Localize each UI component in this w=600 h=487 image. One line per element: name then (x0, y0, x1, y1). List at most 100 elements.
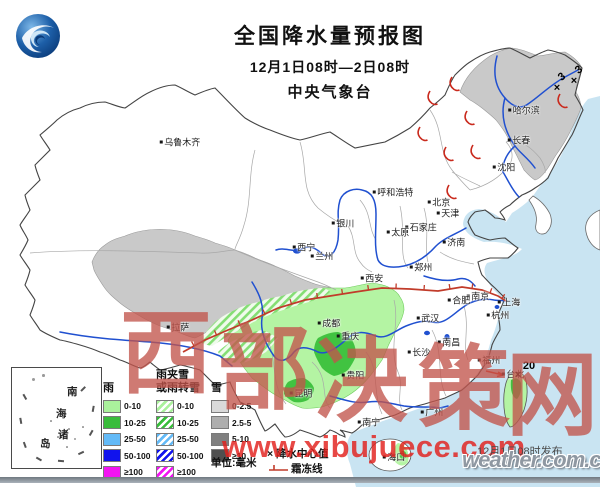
inset-title-char: 岛 (40, 438, 51, 450)
nine-dash-line-segment (88, 429, 94, 436)
legend-row: 2.5-5 (211, 416, 251, 429)
legend-title: 或雨转雪 (156, 382, 200, 395)
legend-swatch (211, 449, 229, 462)
legend-row: 5-10 (211, 432, 251, 446)
nine-dash-line-segment (23, 441, 27, 448)
city-label: 郑州 (409, 261, 432, 274)
island-dot (74, 438, 76, 440)
city-dot-icon (310, 254, 314, 258)
legend-title: 雨夹雪 (156, 368, 189, 381)
legend-range-label: 2.5-5 (232, 417, 252, 428)
city-dot-icon (407, 350, 411, 354)
gust-icon (449, 76, 460, 92)
watermark-url: www.xibujuece.com (222, 429, 526, 464)
agency-name: 中央气象台 (287, 84, 373, 101)
city-label: 呼和浩特 (372, 186, 413, 199)
legend-row: ≥10 (211, 449, 251, 462)
city-dot-icon (292, 245, 296, 249)
city-dot-icon (420, 410, 424, 414)
city-label: 贵阳 (341, 369, 364, 382)
legend-range-label: 25-50 (124, 434, 146, 444)
city-label: 杭州 (486, 309, 509, 322)
city-label: 北京 (427, 196, 450, 209)
city-label: 合肥 (447, 294, 470, 307)
nine-dash-line-segment (57, 459, 65, 462)
city-label: 武汉 (416, 312, 439, 325)
island-dot (57, 436, 59, 438)
legend-range-label: 0-10 (177, 401, 195, 411)
city-label: 沈阳 (492, 161, 515, 174)
gust-icon (464, 110, 475, 126)
city-dot-icon (437, 340, 441, 344)
city-dot-icon (442, 240, 446, 244)
city-dot-icon (501, 372, 505, 376)
city-dot-icon (372, 190, 376, 194)
city-label: 乌鲁木齐 (159, 136, 200, 149)
rain-area-mid2 (284, 378, 314, 403)
island-dot (32, 378, 35, 381)
legend-range-label: 25-50 (177, 434, 199, 444)
legend-swatch (103, 432, 121, 446)
city-label: 成都 (317, 317, 340, 330)
city-label: 昆明 (289, 387, 312, 400)
gust-icon (446, 184, 457, 200)
city-label: 福州 (477, 354, 500, 367)
province-boundaries (29, 109, 546, 415)
city-label: 西宁 (292, 241, 315, 254)
legend-row: 0-10 (103, 399, 150, 413)
city-label: 拉萨 (166, 321, 189, 334)
china-weather-logo-icon (16, 14, 60, 58)
legend-swatch (156, 399, 174, 413)
precip-center-x-icon: × (553, 82, 561, 94)
city-dot-icon (159, 140, 163, 144)
legend-swatch (103, 416, 121, 429)
legend-range-label: 10-25 (177, 417, 199, 428)
rivers (59, 55, 579, 409)
legend-row: 25-50 (103, 432, 150, 446)
legend-range-label: 50-100 (177, 450, 204, 461)
city-dot-icon (357, 420, 361, 424)
legend-precip-center: × 降水中心值 (267, 448, 329, 460)
japan-island-edge (585, 209, 600, 251)
page-title: 全国降水量预报图 (234, 25, 426, 48)
island-dot (62, 416, 64, 418)
island-dot (50, 420, 52, 422)
korea-peninsula (528, 195, 552, 235)
rain-area-mid1 (314, 332, 356, 376)
legend-swatch (211, 399, 229, 413)
legend-swatch (156, 449, 174, 462)
city-label: 石家庄 (405, 221, 437, 234)
city-label: 长沙 (407, 346, 430, 359)
city-dot-icon (477, 358, 481, 362)
south-china-sea-inset: 南海诸岛 (11, 367, 102, 469)
city-dot-icon (497, 300, 501, 304)
gust-icon (443, 146, 454, 162)
legend-row: 10-25 (103, 416, 150, 429)
legend-range-label: ≥100 (124, 467, 143, 477)
legend-swatch (103, 449, 121, 462)
city-label: 兰州 (310, 250, 333, 263)
city-label: 济南 (442, 236, 465, 249)
china-border (19, 47, 584, 438)
city-label: 哈尔滨 (508, 104, 540, 117)
city-label: 长春 (507, 134, 530, 147)
city-label: 广州 (420, 406, 443, 419)
city-label: 南宁 (357, 416, 380, 429)
inset-title-char: 诸 (58, 429, 69, 441)
city-dot-icon (409, 265, 413, 269)
legend-swatch (211, 416, 229, 429)
sleet-area-south (218, 330, 278, 363)
city-label: 南京 (466, 290, 489, 303)
legend-column-rain: 雨 0-10 10-25 25-50 50-100 ≥100 (103, 368, 150, 479)
precip-center-value: 20 (522, 360, 536, 372)
precip-center-x-icon: × (570, 75, 578, 87)
legend-range-label: ≥10 (232, 450, 247, 461)
sea-area (346, 96, 600, 487)
legend-range-label: 50-100 (124, 450, 151, 461)
city-dot-icon (317, 321, 321, 325)
legend-swatch (156, 416, 174, 429)
gust-icon (427, 90, 438, 106)
legend-swatch (211, 432, 229, 446)
city-label: 银川 (331, 217, 354, 230)
island-dot (82, 426, 84, 428)
